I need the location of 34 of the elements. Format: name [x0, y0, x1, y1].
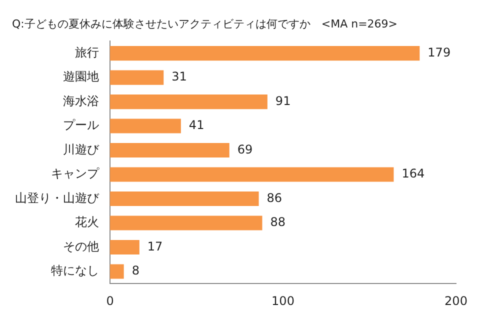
bar — [110, 46, 420, 61]
data-label: 31 — [172, 70, 187, 84]
bar — [110, 94, 268, 110]
y-tick-label: 海水浴 — [63, 94, 99, 108]
x-tick-label: 100 — [272, 294, 294, 308]
y-tick-label: その他 — [63, 239, 99, 254]
bar — [110, 167, 394, 182]
y-tick-label: キャンプ — [51, 166, 100, 181]
data-label: 86 — [266, 190, 282, 205]
data-label: 91 — [275, 94, 291, 108]
data-label: 88 — [270, 215, 286, 230]
y-tick-label: 山登り・山遊び — [15, 190, 100, 205]
y-tick-label: 旅行 — [75, 45, 99, 60]
chart-title: Q:子どもの夏休みに体験させたいアクティビティは何ですか <MA n=269> — [12, 17, 398, 30]
bar — [110, 264, 124, 279]
data-label: 69 — [237, 142, 253, 156]
y-tick-label: 川遊び — [63, 142, 100, 156]
bar — [110, 240, 140, 255]
data-label: 179 — [428, 45, 451, 60]
bar — [110, 70, 164, 85]
y-tick-label: 特になし — [51, 264, 99, 278]
y-tick-label: 花火 — [75, 215, 99, 230]
x-tick-label: 200 — [444, 294, 468, 308]
y-tick-label: プール — [63, 118, 99, 132]
data-label: 164 — [402, 166, 425, 181]
bar — [110, 216, 262, 230]
data-label: 17 — [147, 239, 163, 254]
y-tick-label: 遊園地 — [63, 70, 99, 84]
data-label: 41 — [188, 118, 204, 132]
x-tick-label: 0 — [106, 294, 114, 308]
data-label: 8 — [132, 264, 140, 278]
bar — [110, 191, 259, 206]
bar — [110, 118, 181, 134]
bar — [110, 143, 230, 158]
